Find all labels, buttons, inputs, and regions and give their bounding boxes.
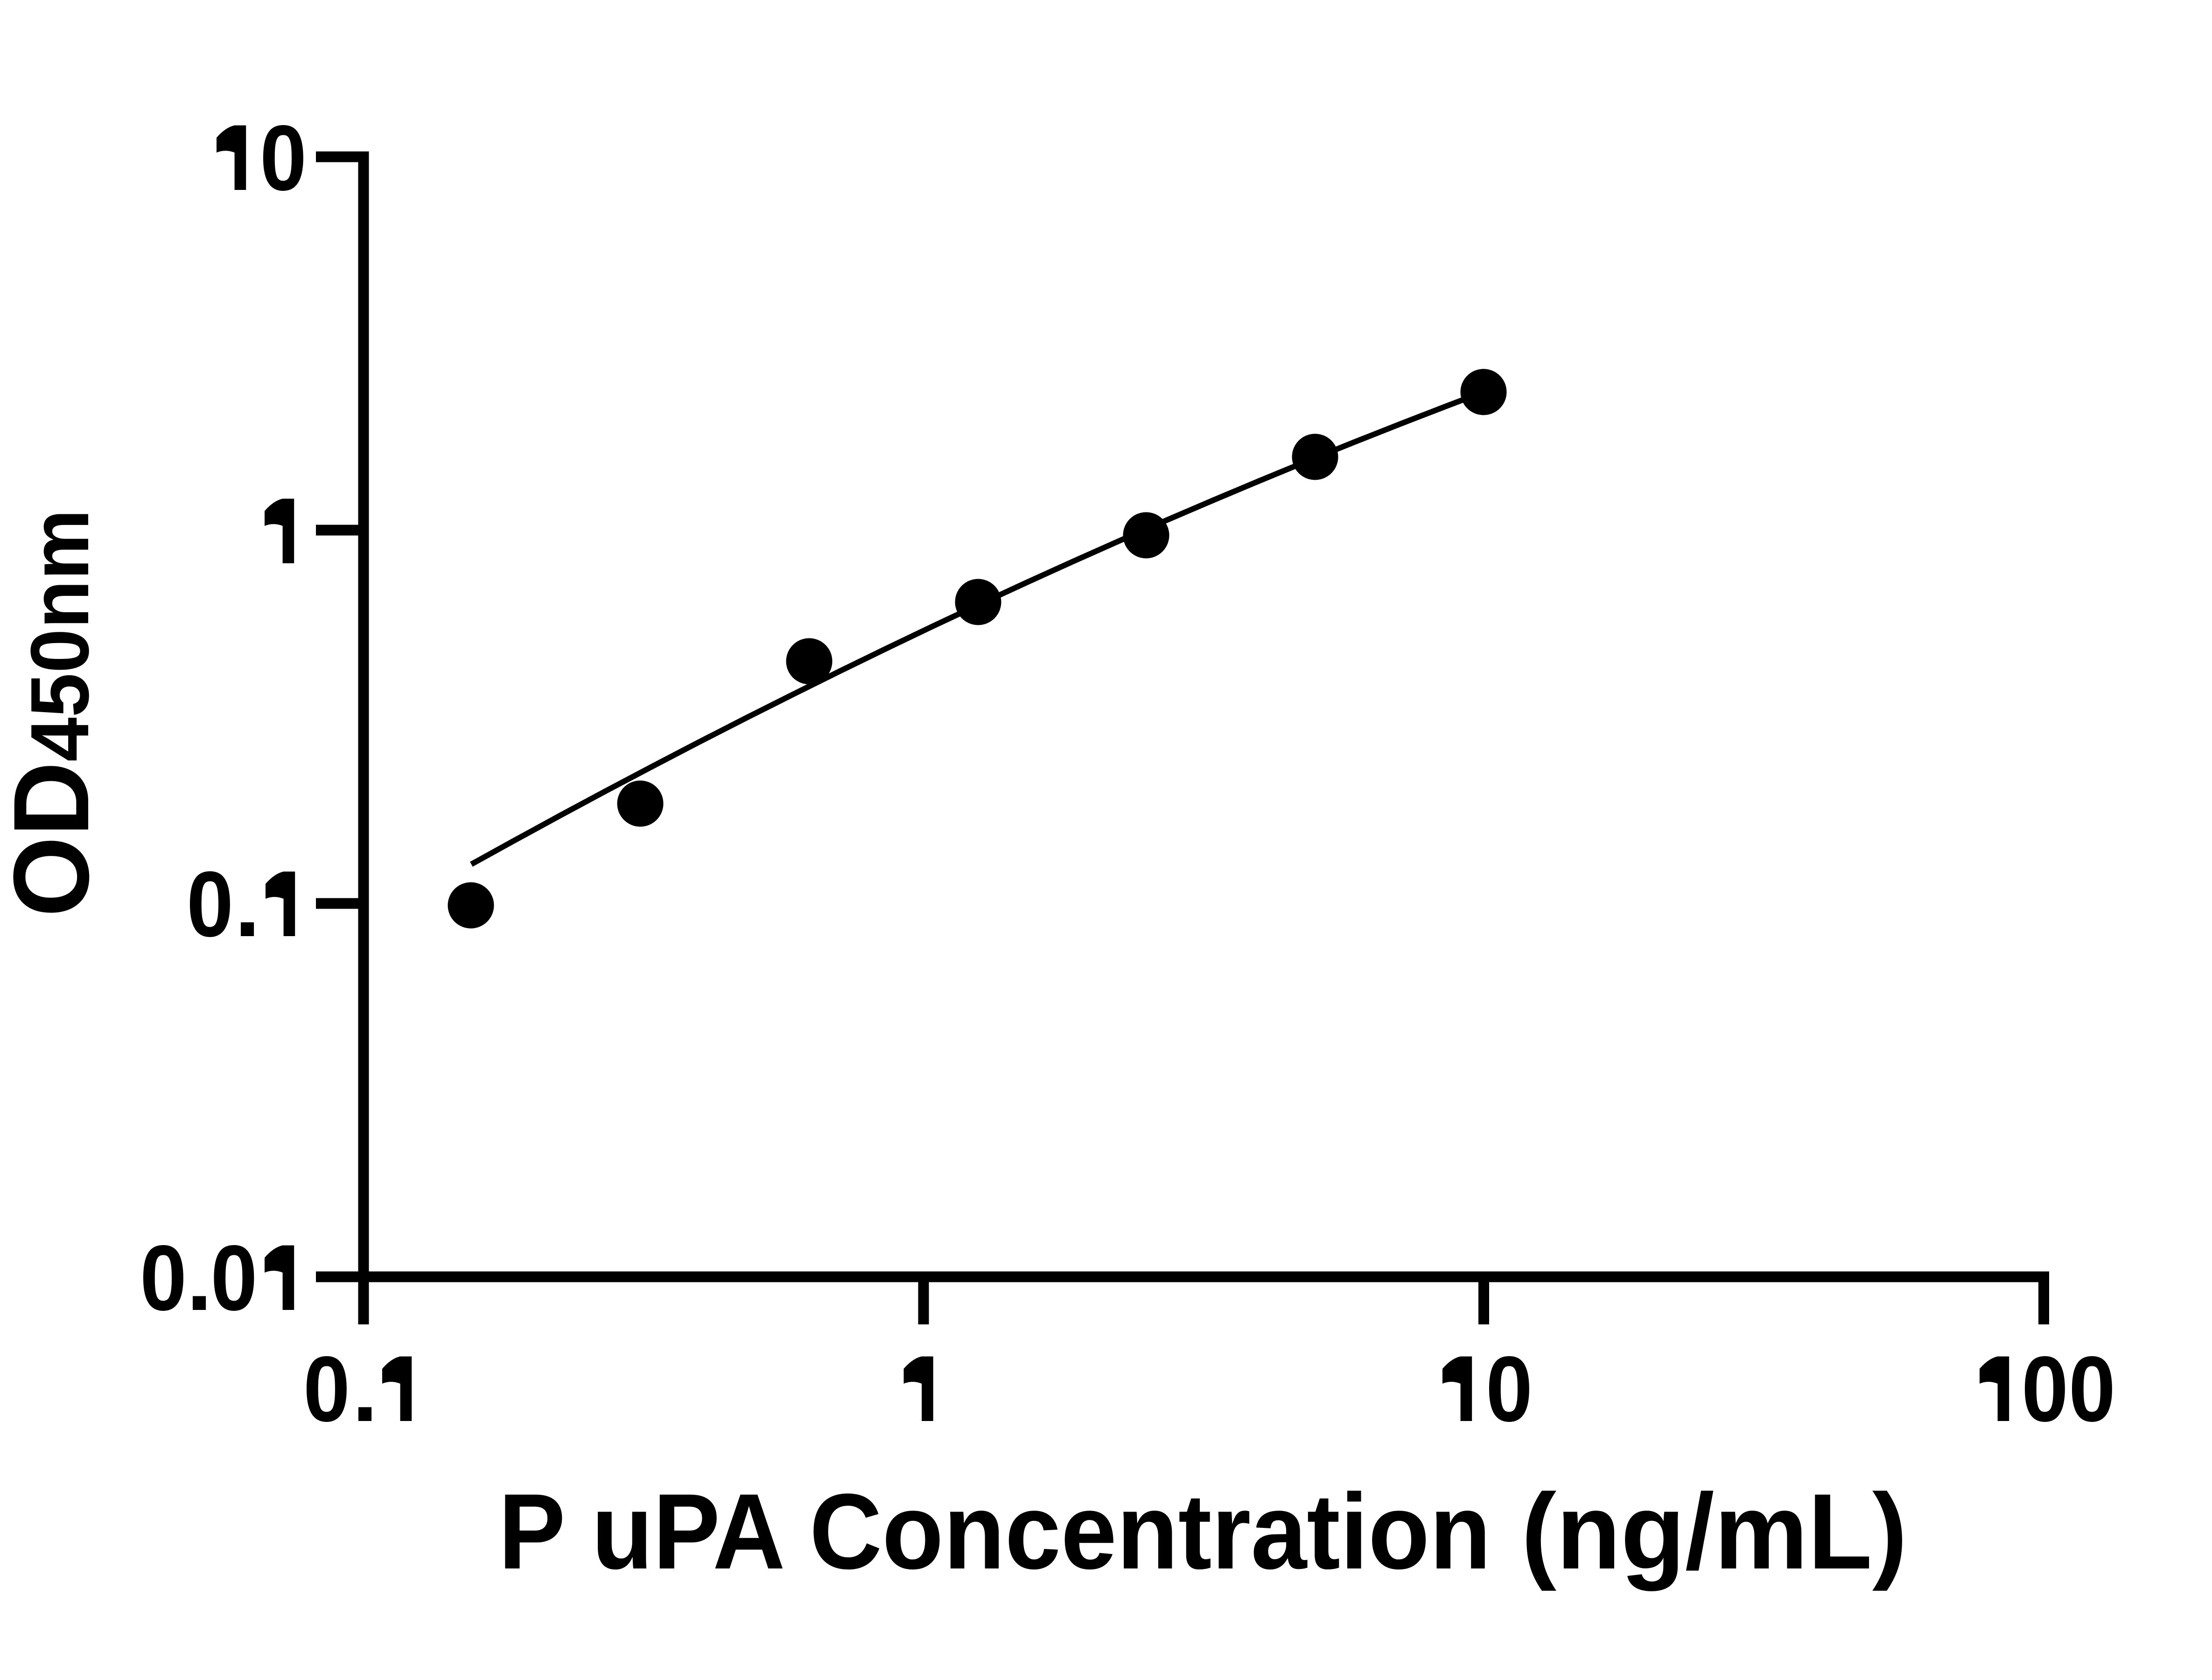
svg-text:OD450nm: OD450nm [0, 509, 111, 917]
svg-text:P uPA Concentration: P uPA Concentration [498, 1472, 1491, 1592]
svg-text:(ng/mL): (ng/mL) [1521, 1472, 1907, 1591]
